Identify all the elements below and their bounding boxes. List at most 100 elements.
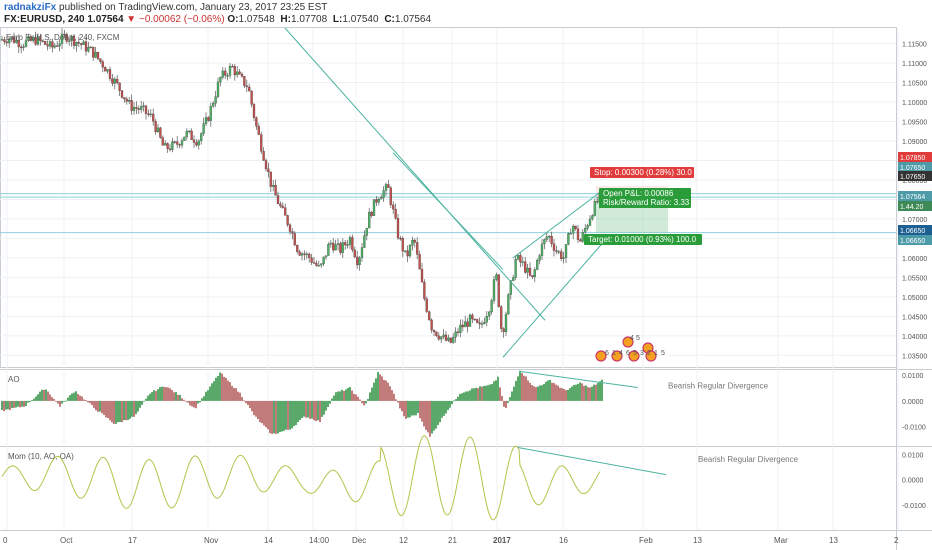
mom-pane[interactable]: Mom (10, AO, OA) Bearish Regular Divergen… [1, 435, 799, 521]
candle [65, 32, 68, 44]
ao-bar [59, 400, 61, 407]
candle-body [224, 70, 227, 76]
candle [149, 109, 152, 118]
candle [87, 41, 90, 53]
ao-bar [209, 386, 211, 401]
ao-bar [9, 400, 11, 411]
ao-bar [411, 400, 413, 416]
candle [176, 136, 179, 148]
candle-body [185, 130, 188, 138]
candle [135, 101, 138, 114]
candle [423, 279, 426, 302]
candle [288, 223, 292, 235]
candle-body [39, 36, 42, 41]
ao-bar [503, 400, 505, 407]
candle [324, 255, 328, 260]
candle-body [536, 260, 539, 270]
ao-bar [181, 398, 183, 401]
event-marker [622, 336, 634, 348]
ao-bar [559, 387, 561, 401]
candle-body [588, 218, 592, 226]
candle-body [147, 113, 150, 115]
ao-bar [561, 388, 563, 401]
ao-bar [101, 400, 103, 414]
candle [46, 40, 49, 51]
ao-bar [371, 387, 373, 401]
candle [168, 144, 172, 152]
candle-body [99, 58, 102, 62]
stop-label-bg [590, 167, 694, 178]
ao-bar [215, 377, 217, 401]
candle-body [454, 331, 457, 338]
ao-bar [479, 386, 481, 401]
symbol-label[interactable]: FX:EURUSD, 240 [4, 14, 85, 25]
candle [490, 298, 493, 315]
candle [401, 236, 404, 258]
candle-body [288, 224, 292, 232]
ao-bar [593, 384, 595, 401]
candle [579, 237, 582, 242]
target-label-bg [584, 234, 702, 245]
candle-body [579, 239, 582, 242]
candle [500, 304, 503, 333]
ao-bar [281, 400, 283, 432]
open-label: O: [227, 14, 239, 25]
candle-body [166, 143, 169, 149]
axes: 1.11500 1.11000 1.10500 1.10000 1.09500 1.090… [3, 42, 932, 545]
author-link[interactable]: radnakziFx [4, 2, 57, 13]
ao-divergence-line [518, 370, 639, 389]
candle [296, 244, 299, 254]
ao-bar [369, 392, 371, 401]
ao-bar [585, 385, 587, 401]
candle-body [87, 47, 90, 52]
candle [404, 250, 407, 254]
candle-body [267, 168, 270, 173]
candle-body [576, 228, 580, 240]
candle [77, 36, 80, 48]
candle [536, 258, 539, 271]
ao-bar [13, 400, 15, 408]
candle [228, 62, 232, 79]
ao-bar [515, 380, 517, 401]
candle [221, 67, 224, 80]
ao-pane[interactable]: AO Bearish Regular Divergence [1, 370, 769, 437]
candle [22, 43, 25, 51]
ao-bar [477, 388, 479, 401]
candle-body [192, 139, 196, 143]
candle [44, 40, 47, 46]
candle [329, 240, 332, 248]
candle [461, 319, 464, 332]
ao-bar [429, 400, 431, 437]
candle [548, 234, 551, 243]
candle-body [514, 259, 517, 278]
candle [180, 138, 184, 149]
candle-body [461, 324, 464, 328]
candle [104, 66, 107, 72]
candle-body [504, 313, 508, 333]
candle [17, 34, 20, 53]
ao-bar [285, 400, 287, 430]
candle [262, 147, 265, 162]
ao-bar [465, 391, 467, 401]
candle-body [564, 244, 568, 258]
candle-body [356, 256, 359, 266]
candle [284, 203, 287, 216]
candle-body [48, 41, 52, 47]
candle [581, 229, 584, 243]
candle [370, 210, 373, 218]
candle [63, 30, 66, 38]
candle-body [442, 334, 445, 337]
ao-bar [431, 400, 433, 434]
ao-bar [173, 392, 175, 401]
price-axis-tick: 1.08000 [902, 178, 927, 185]
price-pane[interactable]: Stop: 0.00300 (0.28%) 30.0 Open P&L: 0.00… [0, 27, 896, 362]
ao-bar [81, 396, 83, 401]
ao-bar [45, 389, 47, 401]
ao-bar [65, 400, 67, 402]
candle-body [346, 244, 349, 246]
ao-bar [485, 385, 487, 401]
ao-bar [159, 387, 161, 401]
candle-body [238, 71, 241, 75]
ao-bar [323, 400, 325, 415]
